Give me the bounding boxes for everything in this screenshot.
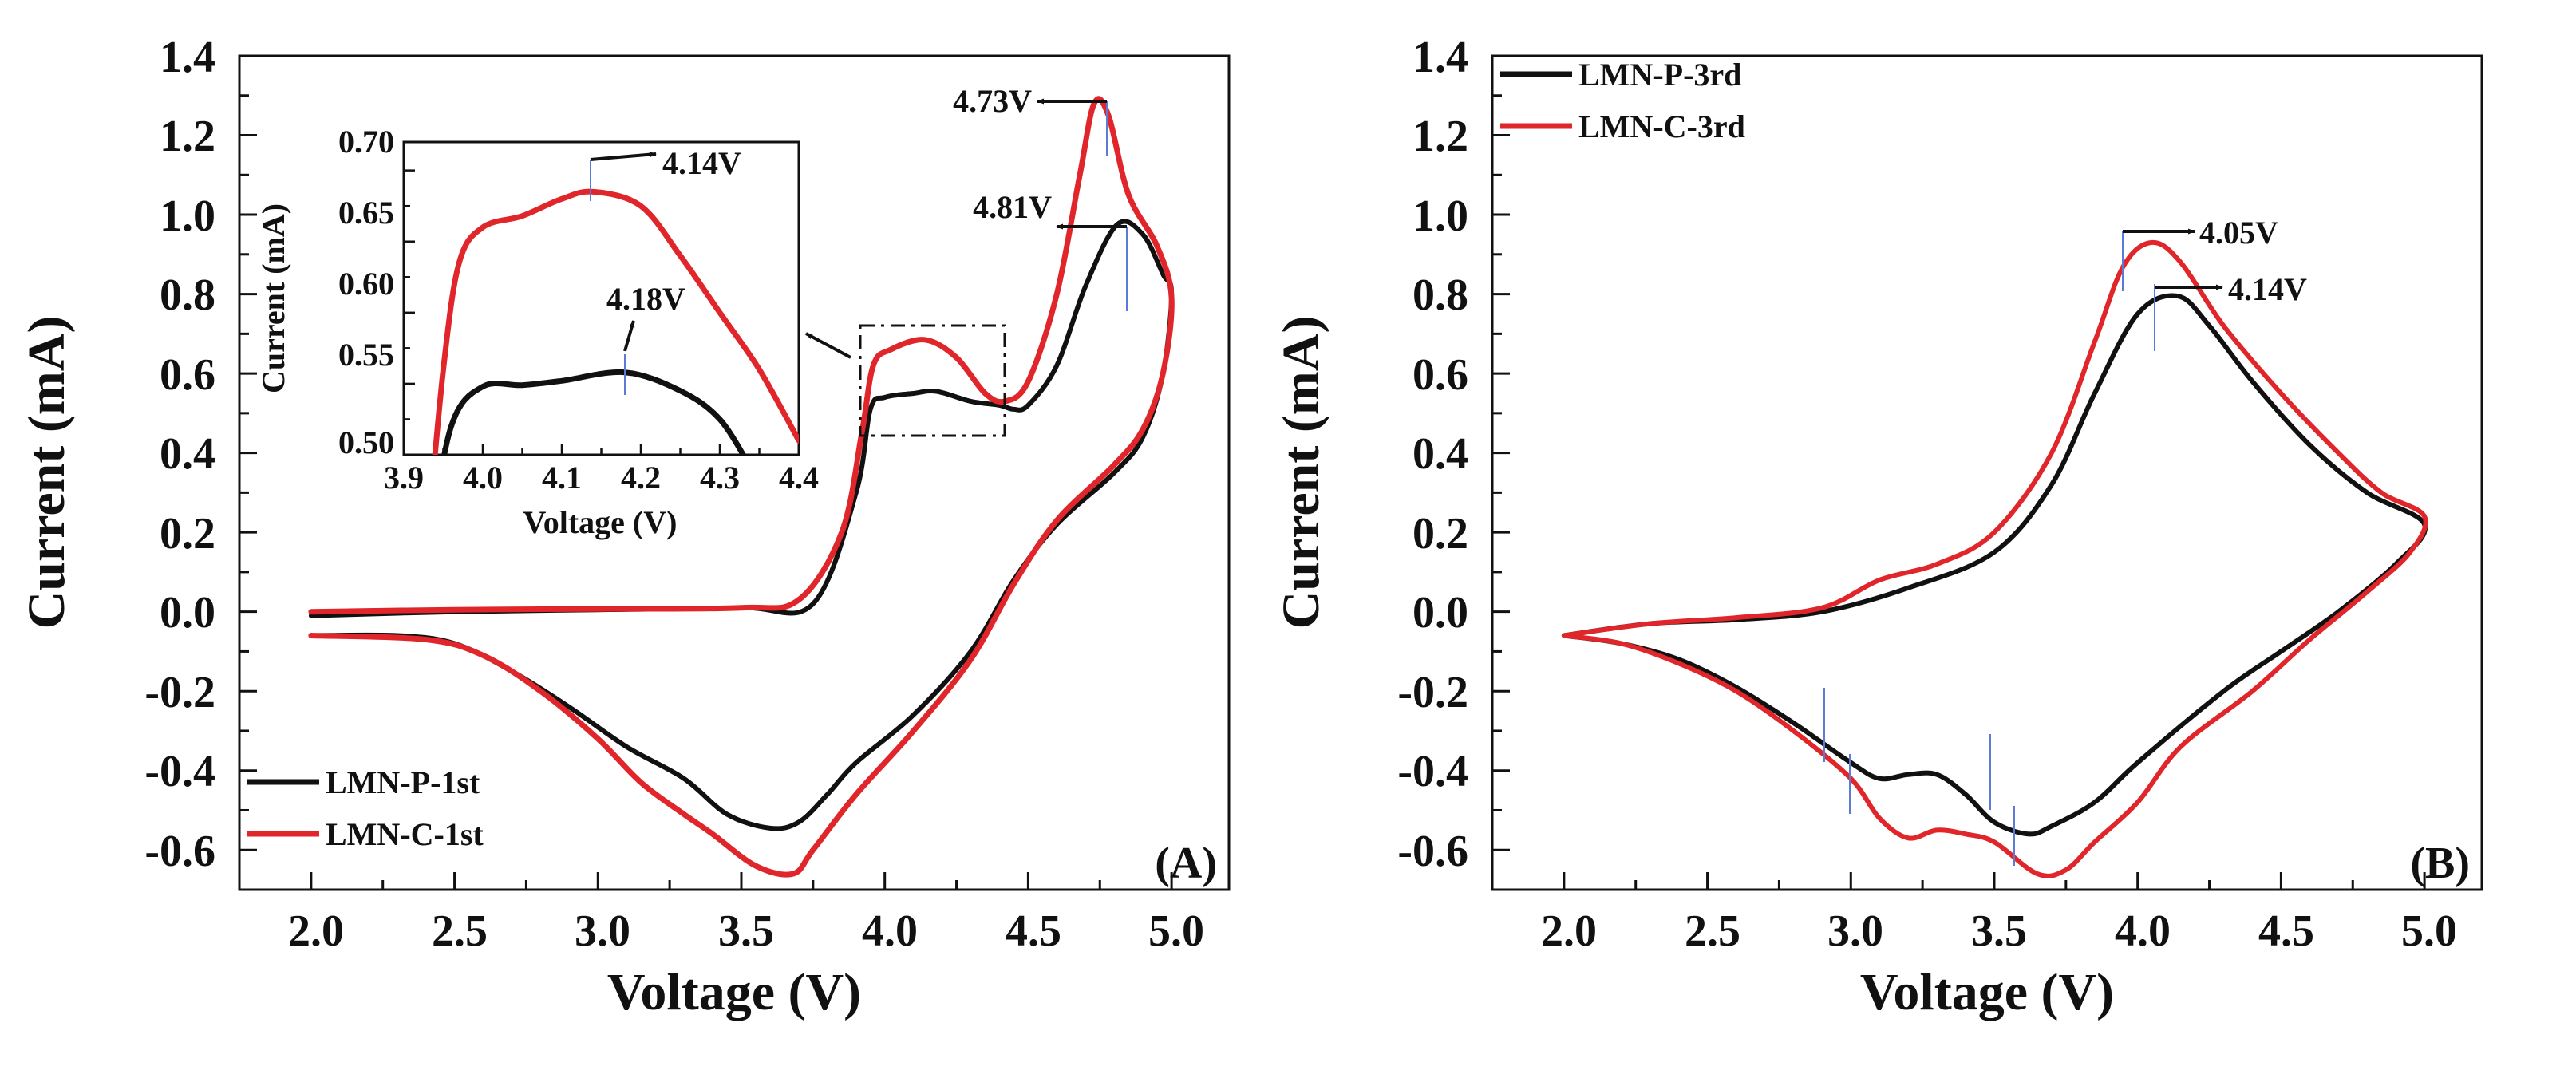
panel-a-series (308, 96, 1175, 878)
a-xtick-label: 3.5 (718, 906, 774, 956)
annotation-4-05v: 4.05V (2199, 215, 2278, 251)
a-ytick-label: 0.2 (160, 509, 215, 559)
a-ytick-label: 0.0 (160, 588, 215, 638)
b-ytick-label: -0.4 (1397, 747, 1468, 796)
panel-b-ticks (1492, 54, 2426, 891)
a-ytick-label: 0.6 (160, 350, 215, 400)
b-ytick-label: -0.6 (1397, 827, 1468, 876)
legend-label-lmn-c-1st: LMN-C-1st (326, 816, 484, 852)
b-xtick-label: 2.0 (1541, 906, 1597, 956)
b-ytick-label: 1.0 (1412, 191, 1468, 241)
a-xtick-label: 3.0 (575, 906, 630, 956)
legend-label-lmn-p-3rd: LMN-P-3rd (1578, 57, 1741, 93)
a-xtick-label: 2.5 (432, 906, 488, 956)
a-ytick-label: 1.0 (160, 191, 215, 241)
inset-series-lmn-p-1st (441, 369, 747, 455)
b-xtick-label: 4.0 (2115, 906, 2171, 956)
panel-b-legend: LMN-P-3rd LMN-C-3rd (1500, 57, 1745, 144)
panel-b-frame (1491, 54, 2483, 891)
panel-a-y-tick-labels: 1.4 1.2 1.0 0.8 0.6 0.4 0.2 0.0 -0.2 -0.… (144, 33, 215, 876)
inset-x-axis-label: Voltage (V) (523, 504, 678, 540)
a-ytick-label: -0.6 (144, 827, 215, 876)
inset-y-axis-label: Current (mA) (255, 203, 291, 393)
panel-a-y-axis-label: Current (mA) (18, 316, 76, 630)
inset-series-lmn-c-1st (432, 188, 799, 455)
inset-xtick-label: 4.3 (700, 460, 740, 495)
b-ytick-label: 1.2 (1412, 112, 1468, 161)
inset-ytick-label: 0.55 (338, 337, 394, 373)
b-ytick-label: 0.2 (1412, 509, 1468, 559)
panel-b-annotations: 4.05V 4.14V (1823, 215, 2307, 866)
panel-a: 1.4 1.2 1.0 0.8 0.6 0.4 0.2 0.0 -0.2 -0.… (18, 33, 1231, 1021)
b-xtick-label: 5.0 (2401, 906, 2457, 956)
annotation-4-81v: 4.81V (973, 189, 1052, 225)
panel-b-y-axis-label: Current (mA) (1272, 316, 1330, 630)
a-xtick-label: 5.0 (1148, 906, 1204, 956)
b-xtick-label: 4.5 (2258, 906, 2314, 956)
panel-a-label: (A) (1155, 839, 1217, 888)
panel-a-x-tick-labels: 2.0 2.5 3.0 3.5 4.0 4.5 5.0 (288, 906, 1204, 956)
a-ytick-label: -0.4 (144, 747, 215, 796)
b-ytick-label: -0.2 (1397, 668, 1468, 717)
a-ytick-label: 1.2 (160, 112, 215, 161)
inset-pointer-arrow (805, 332, 851, 359)
b-ytick-label: 0.0 (1412, 588, 1468, 638)
series-line-lmn-p-3rd (1561, 293, 2428, 837)
b-ytick-label: 1.4 (1412, 33, 1468, 82)
series-line-lmn-c-1st (308, 96, 1175, 878)
annotation-4-14v-b: 4.14V (2228, 271, 2307, 307)
inset-ytick-label: 0.70 (338, 124, 394, 160)
panel-a-annotations: 4.73V 4.81V (805, 83, 1128, 437)
b-xtick-label: 3.5 (1971, 906, 2027, 956)
a-xtick-label: 2.0 (288, 906, 344, 956)
inset-xtick-label: 4.1 (542, 460, 582, 495)
a-xtick-label: 4.0 (862, 906, 918, 956)
panel-b-x-axis-label: Voltage (V) (1860, 963, 2114, 1021)
inset-series (432, 188, 799, 455)
panel-b-series (1561, 239, 2428, 878)
b-xtick-label: 2.5 (1685, 906, 1740, 956)
panel-b: 1.4 1.2 1.0 0.8 0.6 0.4 0.2 0.0 -0.2 -0.… (1272, 33, 2483, 1021)
inset-ytick-label: 0.50 (338, 424, 394, 460)
b-ytick-label: 0.8 (1412, 270, 1468, 320)
b-ytick-label: 0.6 (1412, 350, 1468, 400)
a-ytick-label: 0.8 (160, 270, 215, 320)
annotation-arrow (623, 320, 635, 352)
annotation-4-73v: 4.73V (953, 83, 1032, 119)
a-ytick-label: 0.4 (160, 429, 215, 479)
panel-a-x-axis-label: Voltage (V) (607, 963, 861, 1021)
annotation-4-18v: 4.18V (606, 281, 685, 317)
panel-b-label: (B) (2410, 839, 2470, 888)
inset-xtick-label: 4.0 (463, 460, 503, 495)
panel-b-y-tick-labels: 1.4 1.2 1.0 0.8 0.6 0.4 0.2 0.0 -0.2 -0.… (1397, 33, 1468, 876)
legend-label-lmn-p-1st: LMN-P-1st (326, 764, 480, 800)
inset-xtick-label: 3.9 (384, 460, 424, 495)
inset-ytick-label: 0.60 (338, 266, 394, 302)
a-xtick-label: 4.5 (1006, 906, 1061, 956)
panel-a-inset: 0.70 0.65 0.60 0.55 0.50 3.9 4.0 4.1 4.2… (255, 124, 819, 540)
panel-a-frame (238, 54, 1231, 891)
b-ytick-label: 0.4 (1412, 429, 1468, 479)
inset-ytick-label: 0.65 (338, 195, 394, 231)
panel-b-x-tick-labels: 2.0 2.5 3.0 3.5 4.0 4.5 5.0 (1541, 906, 2457, 956)
inset-frame (402, 140, 800, 456)
legend-label-lmn-c-3rd: LMN-C-3rd (1578, 109, 1745, 144)
inset-xtick-label: 4.4 (779, 460, 819, 495)
b-xtick-label: 3.0 (1827, 906, 1883, 956)
panel-a-legend: LMN-P-1st LMN-C-1st (247, 764, 484, 852)
panel-a-ticks (239, 54, 1173, 891)
series-line-lmn-c-3rd (1561, 239, 2428, 878)
inset-zoom-box (859, 324, 1006, 437)
a-ytick-label: 1.4 (160, 33, 215, 82)
inset-xtick-label: 4.2 (621, 460, 661, 495)
annotation-4-14v: 4.14V (662, 145, 741, 181)
annotation-arrow (590, 152, 657, 161)
a-ytick-label: -0.2 (144, 668, 215, 717)
